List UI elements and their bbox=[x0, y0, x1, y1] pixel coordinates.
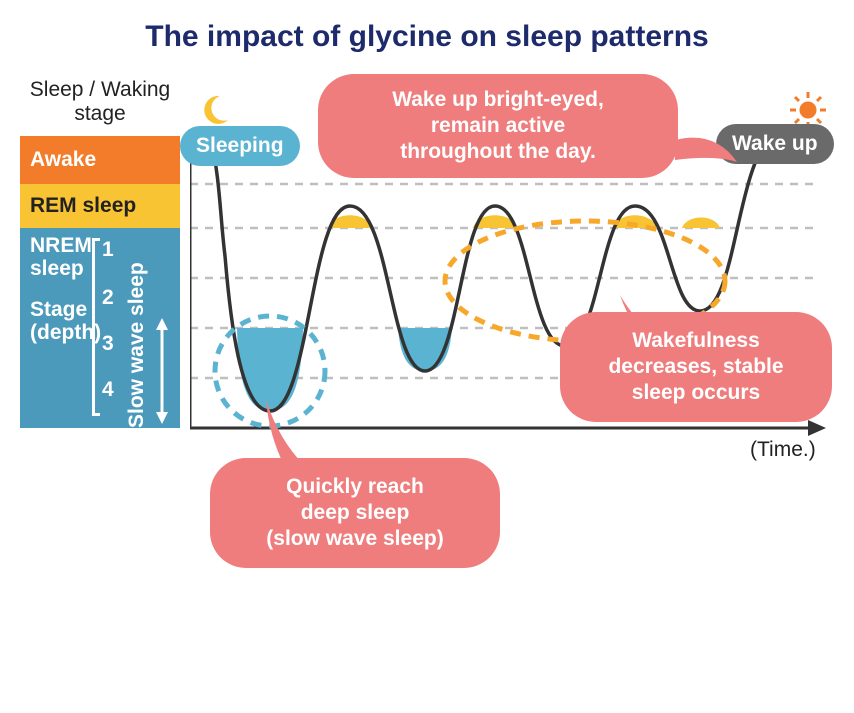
stage-rem: REM sleep bbox=[20, 184, 180, 228]
callout-bottom: Quickly reach deep sleep (slow wave slee… bbox=[210, 458, 500, 568]
nrem-label-top: NREM sleep bbox=[30, 234, 92, 280]
callout-top: Wake up bright-eyed, remain active throu… bbox=[318, 74, 678, 178]
rem-fill bbox=[682, 218, 720, 229]
nrem-stage-4: 4 bbox=[102, 378, 114, 402]
callout-right: Wakefulness decreases, stable sleep occu… bbox=[560, 312, 832, 422]
nrem-label-bottom: Stage (depth) bbox=[30, 298, 101, 344]
sleeping-pill: Sleeping bbox=[180, 126, 300, 166]
chart-title: The impact of glycine on sleep patterns bbox=[0, 0, 854, 54]
nrem-stage-1: 1 bbox=[102, 238, 114, 262]
x-axis-arrow bbox=[808, 420, 826, 436]
slow-wave-vertical-label: Slow wave sleep bbox=[125, 232, 149, 428]
nrem-bracket bbox=[92, 238, 100, 416]
slow-wave-arrow bbox=[152, 318, 172, 424]
xaxis-label: (Time.) bbox=[750, 438, 816, 462]
sleep-diagram: Sleep / Waking stage Awake REM sleep NRE… bbox=[20, 80, 834, 680]
moon-icon bbox=[198, 94, 232, 128]
nrem-stage-3: 3 bbox=[102, 332, 114, 356]
stage-awake: Awake bbox=[20, 136, 180, 184]
nrem-stage-2: 2 bbox=[102, 286, 114, 310]
yaxis-title: Sleep / Waking stage bbox=[20, 78, 180, 126]
deep-fill bbox=[237, 328, 303, 411]
callout-top-tail bbox=[675, 120, 745, 180]
